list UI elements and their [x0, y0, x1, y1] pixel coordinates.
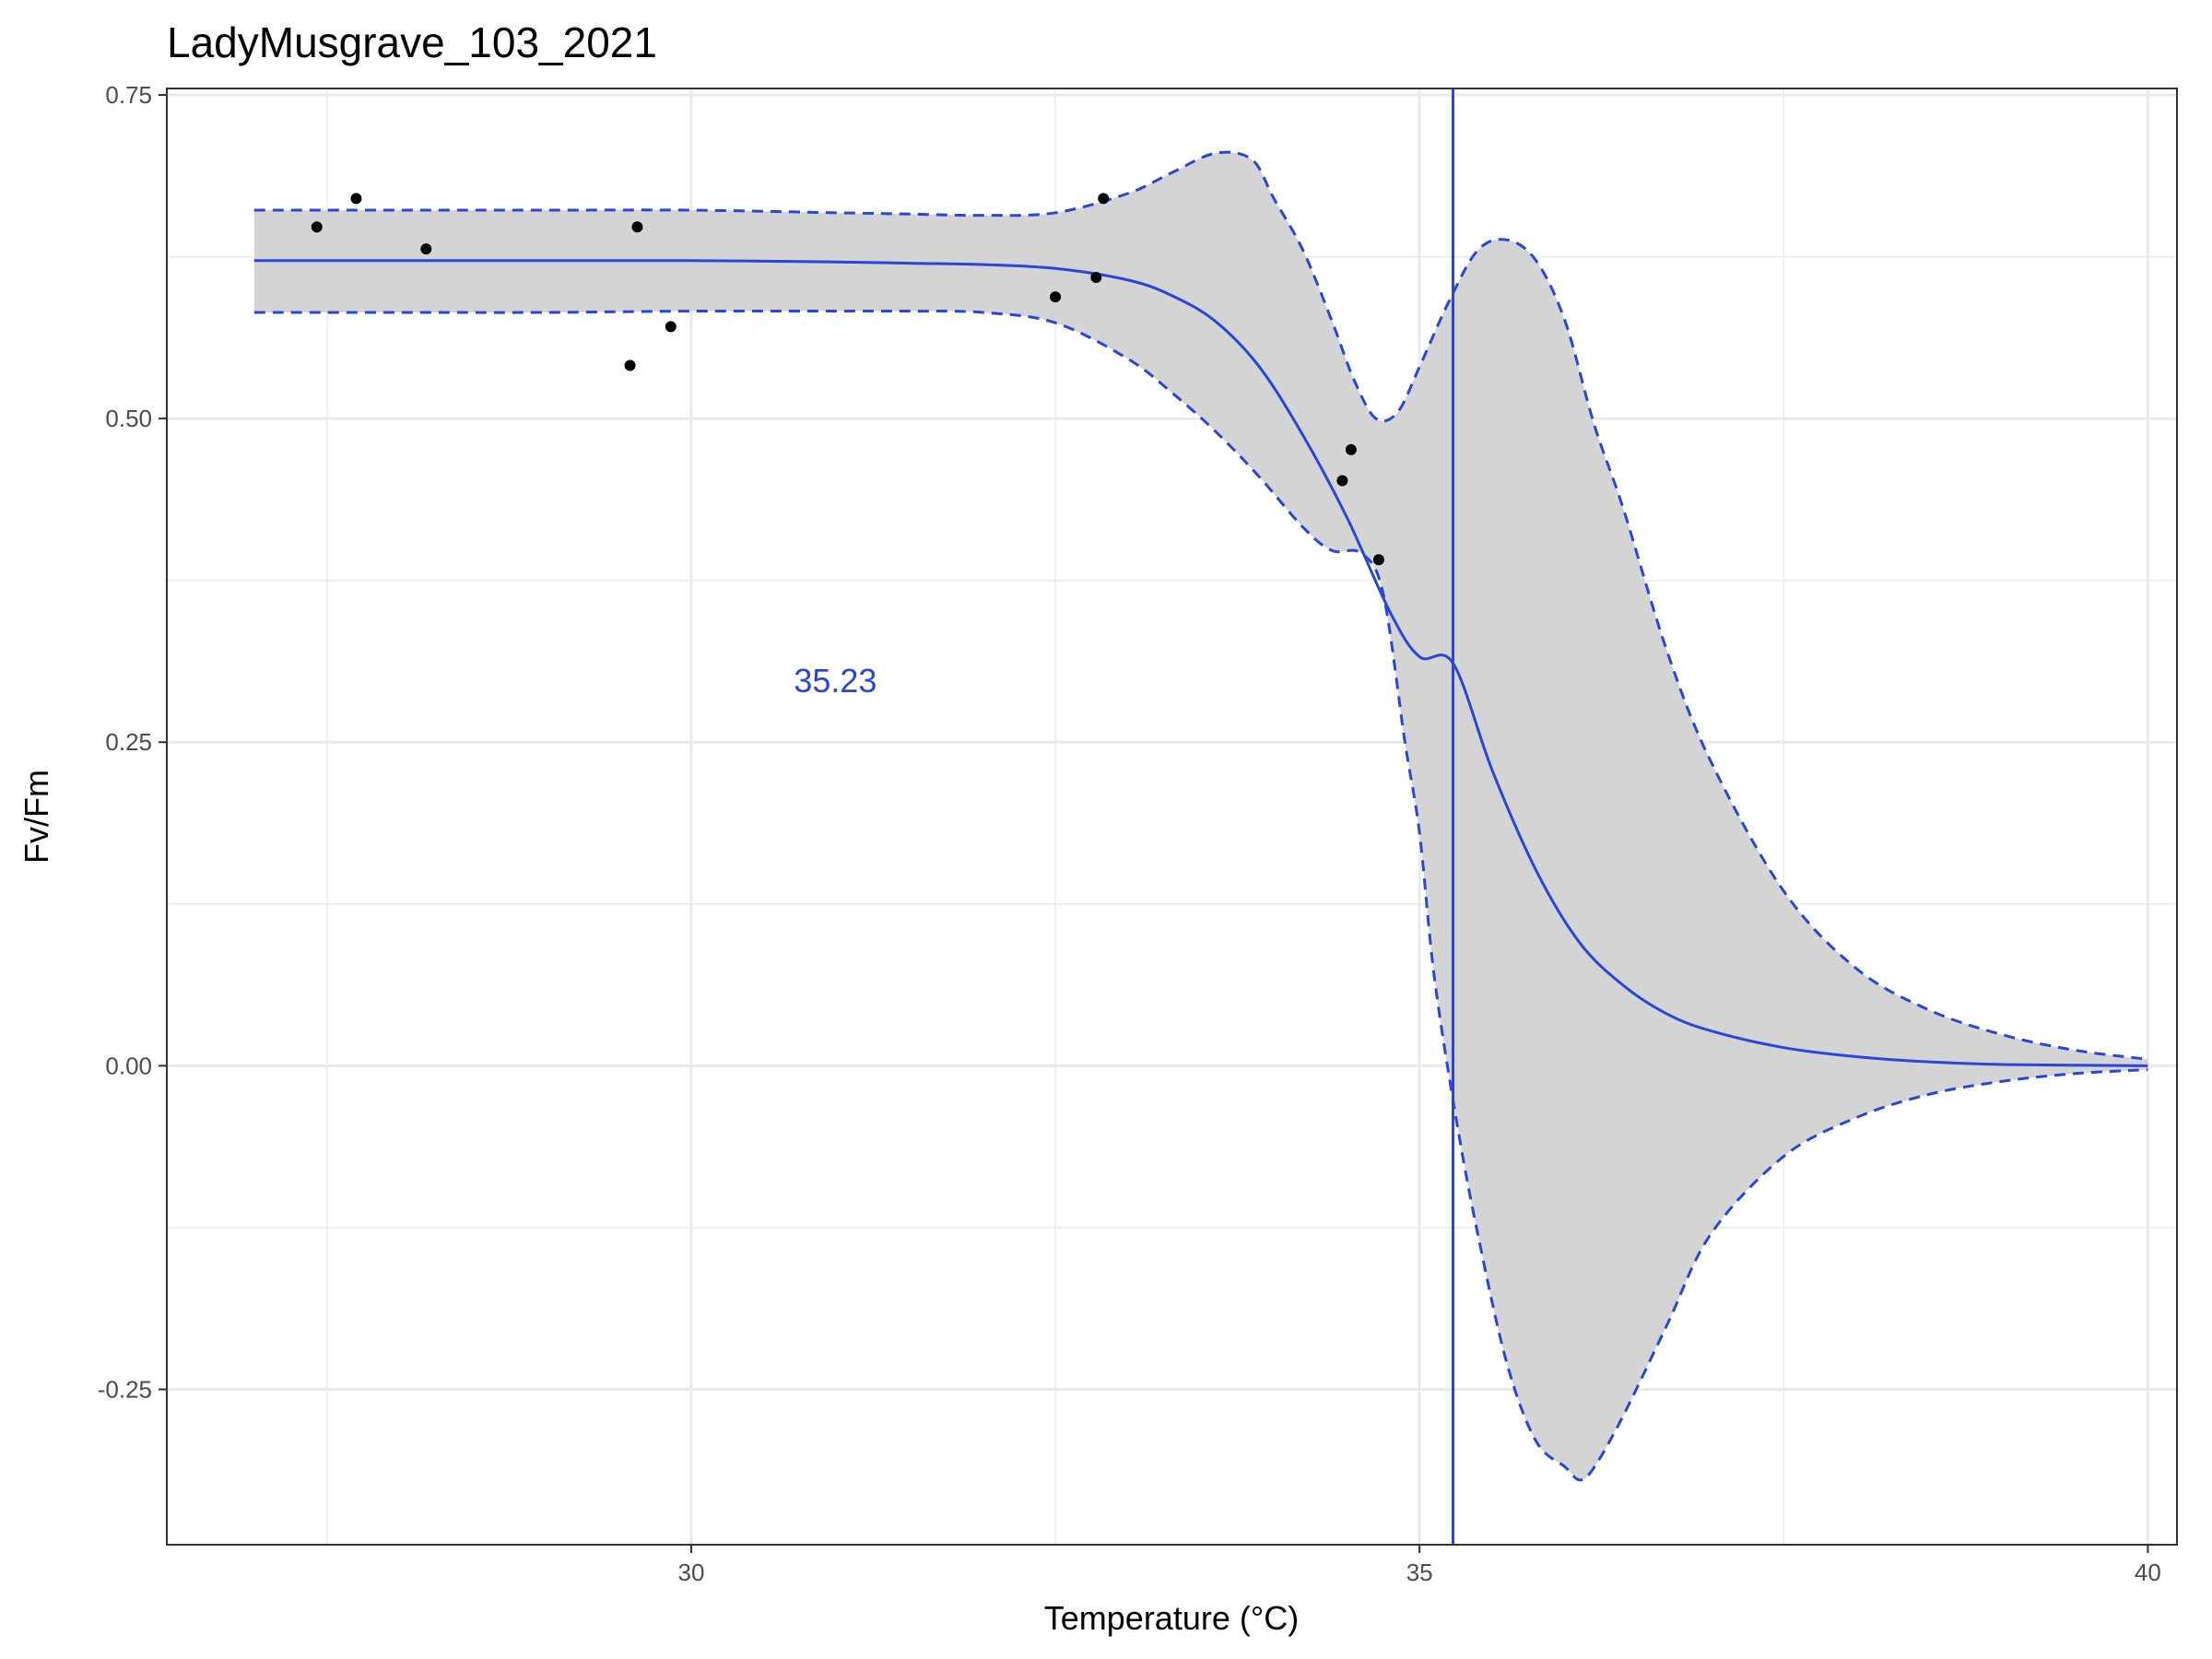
data-point: [311, 221, 323, 233]
y-axis-label: Fv/Fm: [18, 770, 55, 864]
y-tick-label: 0.75: [105, 81, 152, 109]
panel-border: [166, 88, 2178, 1546]
x-axis-label: Temperature (°C): [1044, 1599, 1299, 1637]
ed50-annotation: 35.23: [794, 662, 877, 700]
axes: 30 35 40 -0.25 0.00 0.25 0.50 0.75: [98, 81, 2161, 1586]
points-layer: [311, 193, 1384, 566]
y-tick-label: 0.25: [105, 728, 152, 756]
x-tick-label: 35: [1406, 1559, 1433, 1586]
confidence-band-area: [253, 152, 2148, 1480]
data-point: [1098, 193, 1110, 205]
y-tick-label: -0.25: [98, 1375, 152, 1403]
fit-curve: [253, 259, 2148, 1067]
y-tick-label: 0.00: [105, 1052, 152, 1079]
data-point: [420, 243, 432, 255]
fit-layer: [253, 259, 2148, 1067]
data-point: [1090, 272, 1102, 284]
data-point: [1336, 475, 1348, 487]
x-tick-label: 40: [2135, 1559, 2161, 1586]
data-point: [1372, 554, 1384, 566]
y-tick-label: 0.50: [105, 405, 152, 432]
data-point: [1345, 443, 1357, 455]
data-point: [350, 193, 362, 205]
data-point: [624, 359, 636, 371]
confidence-band: [253, 150, 2148, 1482]
x-tick-label: 30: [677, 1559, 704, 1586]
data-point: [631, 221, 643, 233]
ci-upper-line: [253, 150, 2148, 1061]
chart-title: LadyMusgrave_103_2021: [167, 18, 657, 66]
ci-lower-line: [253, 309, 2148, 1482]
data-point: [665, 321, 677, 333]
annotation-layer: 35.23: [794, 662, 877, 700]
data-point: [1050, 291, 1062, 303]
